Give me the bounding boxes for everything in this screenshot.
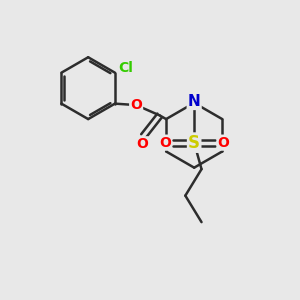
- Text: O: O: [218, 136, 230, 150]
- Text: N: N: [188, 94, 200, 109]
- Text: O: O: [136, 137, 148, 151]
- Text: O: O: [159, 136, 171, 150]
- Text: O: O: [130, 98, 142, 112]
- Text: Cl: Cl: [119, 61, 134, 75]
- Text: S: S: [188, 134, 200, 152]
